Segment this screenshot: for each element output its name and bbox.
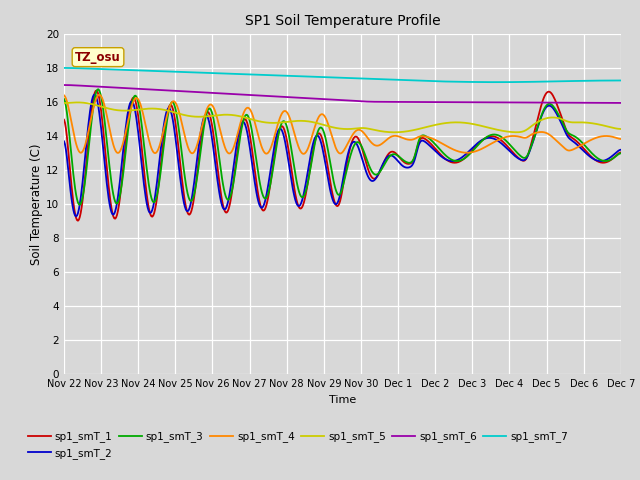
sp1_smT_5 — [481, 124, 489, 130]
sp1_smT_4 — [481, 144, 489, 150]
sp1_smT_4 — [434, 138, 442, 144]
sp1_smT_6 — [388, 99, 396, 105]
sp1_smT_3 — [76, 202, 84, 208]
sp1_smT_2 — [91, 92, 99, 97]
sp1_smT_5 — [74, 99, 82, 105]
sp1_smT_1 — [617, 150, 625, 156]
sp1_smT_3 — [390, 151, 398, 157]
sp1_smT_2 — [60, 138, 68, 144]
sp1_smT_2 — [205, 119, 213, 124]
sp1_smT_7 — [479, 79, 487, 85]
sp1_smT_2 — [481, 136, 489, 142]
sp1_smT_1 — [93, 88, 100, 94]
sp1_smT_7 — [159, 69, 166, 74]
Line: sp1_smT_6: sp1_smT_6 — [64, 85, 621, 103]
sp1_smT_2 — [314, 132, 322, 138]
sp1_smT_6 — [312, 96, 320, 101]
sp1_smT_3 — [95, 86, 102, 92]
sp1_smT_6 — [159, 87, 166, 93]
Y-axis label: Soil Temperature (C): Soil Temperature (C) — [30, 143, 43, 265]
sp1_smT_7 — [388, 77, 396, 83]
sp1_smT_7 — [493, 79, 501, 85]
sp1_smT_6 — [60, 82, 68, 88]
sp1_smT_5 — [617, 126, 625, 132]
sp1_smT_4 — [300, 151, 308, 156]
sp1_smT_5 — [389, 130, 397, 135]
sp1_smT_1 — [434, 148, 442, 154]
sp1_smT_7 — [204, 70, 211, 76]
sp1_smT_3 — [314, 129, 322, 134]
Line: sp1_smT_5: sp1_smT_5 — [64, 102, 621, 132]
Line: sp1_smT_4: sp1_smT_4 — [64, 95, 621, 154]
sp1_smT_1 — [161, 130, 168, 135]
sp1_smT_2 — [617, 147, 625, 153]
sp1_smT_5 — [159, 107, 167, 113]
Line: sp1_smT_2: sp1_smT_2 — [64, 95, 621, 216]
sp1_smT_3 — [205, 106, 213, 111]
sp1_smT_5 — [60, 100, 68, 106]
sp1_smT_3 — [434, 144, 442, 150]
sp1_smT_5 — [313, 120, 321, 126]
sp1_smT_4 — [204, 104, 212, 109]
sp1_smT_2 — [434, 150, 442, 156]
Legend: sp1_smT_1, sp1_smT_2, sp1_smT_3, sp1_smT_4, sp1_smT_5, sp1_smT_6, sp1_smT_7: sp1_smT_1, sp1_smT_2, sp1_smT_3, sp1_smT… — [24, 427, 572, 463]
sp1_smT_5 — [390, 130, 398, 135]
sp1_smT_6 — [617, 100, 625, 106]
sp1_smT_4 — [314, 116, 322, 122]
sp1_smT_4 — [60, 93, 68, 98]
sp1_smT_1 — [60, 117, 68, 122]
sp1_smT_7 — [60, 65, 68, 71]
Title: SP1 Soil Temperature Profile: SP1 Soil Temperature Profile — [244, 14, 440, 28]
sp1_smT_5 — [434, 121, 442, 127]
sp1_smT_2 — [390, 154, 398, 160]
sp1_smT_6 — [432, 99, 440, 105]
Line: sp1_smT_1: sp1_smT_1 — [64, 91, 621, 221]
X-axis label: Time: Time — [329, 395, 356, 405]
sp1_smT_6 — [479, 99, 487, 105]
sp1_smT_1 — [205, 110, 213, 116]
sp1_smT_1 — [481, 135, 489, 141]
sp1_smT_3 — [617, 150, 625, 156]
Line: sp1_smT_3: sp1_smT_3 — [64, 89, 621, 205]
sp1_smT_1 — [390, 149, 398, 155]
Text: TZ_osu: TZ_osu — [75, 51, 121, 64]
sp1_smT_3 — [161, 138, 168, 144]
sp1_smT_2 — [161, 119, 168, 125]
sp1_smT_1 — [74, 218, 82, 224]
sp1_smT_7 — [432, 78, 440, 84]
sp1_smT_4 — [95, 92, 103, 97]
sp1_smT_7 — [617, 78, 625, 84]
sp1_smT_1 — [314, 131, 322, 137]
sp1_smT_2 — [72, 214, 80, 219]
sp1_smT_3 — [60, 96, 68, 102]
Line: sp1_smT_7: sp1_smT_7 — [64, 68, 621, 82]
sp1_smT_6 — [204, 90, 211, 96]
sp1_smT_4 — [390, 133, 398, 139]
sp1_smT_3 — [481, 135, 489, 141]
sp1_smT_4 — [617, 136, 625, 142]
sp1_smT_4 — [159, 128, 167, 133]
sp1_smT_7 — [312, 74, 320, 80]
sp1_smT_5 — [204, 113, 212, 119]
